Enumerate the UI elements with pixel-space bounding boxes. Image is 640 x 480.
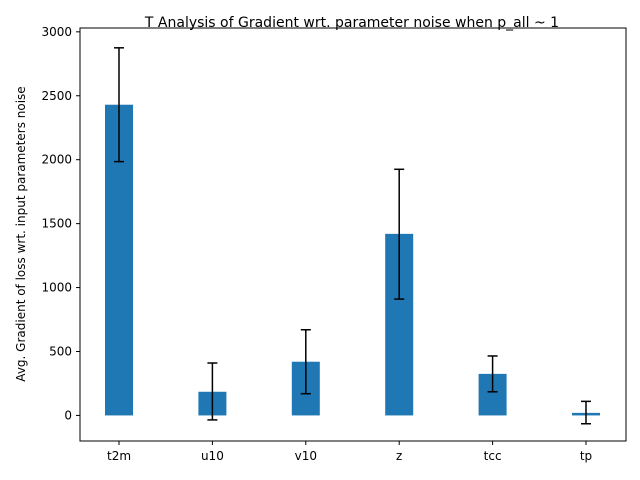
error-bars-group bbox=[114, 47, 591, 425]
y-tick-label-0: 0 bbox=[64, 408, 72, 422]
y-tick-label-500: 500 bbox=[49, 344, 72, 358]
x-tick-label-tcc: tcc bbox=[484, 449, 502, 463]
x-tick-label-t2m: t2m bbox=[107, 449, 131, 463]
y-tick-label-3000: 3000 bbox=[41, 25, 72, 39]
y-tick-label-1000: 1000 bbox=[41, 281, 72, 295]
bars-group bbox=[105, 104, 600, 416]
x-tick-label-v10: v10 bbox=[295, 449, 317, 463]
plot-frame bbox=[79, 27, 627, 442]
x-tick-label-z: z bbox=[396, 449, 402, 463]
chart-title: T Analysis of Gradient wrt. parameter no… bbox=[144, 15, 559, 31]
y-tick-label-1500: 1500 bbox=[41, 217, 72, 231]
x-tick-label-u10: u10 bbox=[201, 449, 224, 463]
x-axis: t2m u10 v10 z tcc tp bbox=[107, 441, 592, 463]
y-tick-label-2500: 2500 bbox=[41, 89, 72, 103]
y-axis-label: Avg. Gradient of loss wrt. input paramet… bbox=[14, 86, 28, 381]
y-axis: 0 500 1000 1500 2000 2500 3000 bbox=[41, 25, 80, 422]
y-tick-label-2000: 2000 bbox=[41, 153, 72, 167]
x-tick-label-tp: tp bbox=[580, 449, 592, 463]
